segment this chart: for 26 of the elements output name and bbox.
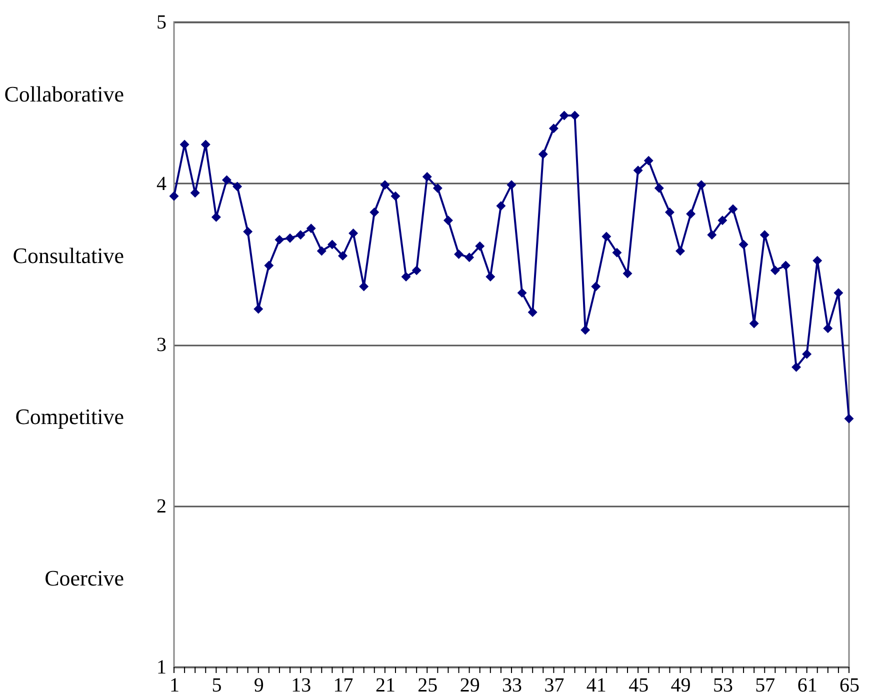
- x-tick-label: 5: [212, 674, 222, 694]
- y-tick-label: 1: [156, 656, 166, 678]
- x-tick-label: 17: [333, 674, 354, 694]
- x-tick-label: 13: [291, 674, 312, 694]
- y-tick-label: 2: [156, 495, 166, 518]
- x-tick-label: 1: [170, 674, 180, 694]
- x-tick-label: 53: [712, 674, 733, 694]
- x-tick-label: 65: [840, 674, 860, 694]
- x-tick-label: 37: [544, 674, 564, 694]
- text: Collaborative: [4, 82, 124, 107]
- x-tick-label: 49: [670, 674, 691, 694]
- x-tick-label: 57: [755, 674, 776, 694]
- y-tick-label: 4: [156, 172, 166, 195]
- x-tick-label: 41: [586, 674, 606, 694]
- text: Consultative: [12, 242, 124, 268]
- x-tick-label: 29: [460, 674, 480, 694]
- x-tick-label: 25: [418, 674, 438, 694]
- y-tick-label: 3: [156, 334, 166, 356]
- x-tick-label: 61: [797, 674, 818, 694]
- text: Competitive: [15, 404, 124, 430]
- y-tick-label: 5: [156, 12, 166, 34]
- x-tick-label: 33: [502, 674, 522, 694]
- x-tick-label: 45: [628, 674, 649, 694]
- x-tick-label: 9: [254, 674, 264, 694]
- text: Coercive: [44, 565, 124, 590]
- x-tick-label: 21: [375, 674, 396, 694]
